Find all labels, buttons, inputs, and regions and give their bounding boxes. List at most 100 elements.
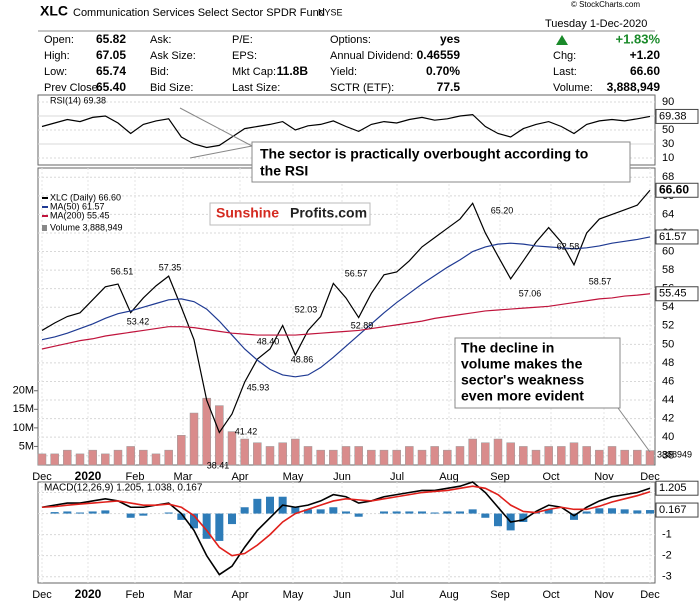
- quote-label: Open:: [44, 34, 74, 46]
- volume-bar: [506, 442, 515, 466]
- volume-bar: [519, 446, 528, 466]
- histogram-bar: [316, 509, 325, 514]
- histogram-bar: [405, 511, 414, 514]
- value-tag-label: 66.60: [659, 182, 689, 196]
- x-tick-label: Jul: [390, 471, 404, 483]
- y-tick-label: 44: [662, 394, 674, 406]
- volume-bar: [101, 453, 110, 466]
- quote-label: Options:: [330, 34, 371, 46]
- quote-value: yes: [440, 32, 460, 46]
- x-tick-label: Nov: [594, 471, 614, 483]
- y-tick-label: 38: [662, 450, 674, 462]
- volume-tick-label: 5M: [19, 440, 34, 452]
- volume-bar: [379, 449, 389, 466]
- x-tick-label: Oct: [542, 471, 559, 483]
- volume-bar: [215, 405, 224, 466]
- quote-label: EPS:: [232, 50, 257, 62]
- price-label: 48.86: [291, 354, 314, 364]
- value-tag-label: 1.205: [659, 482, 687, 494]
- volume-bar: [75, 453, 85, 466]
- volume-bar: [493, 438, 503, 466]
- callout-box: [251, 141, 631, 183]
- y-tick-label: 64: [662, 208, 674, 220]
- up-arrow: [556, 35, 568, 45]
- value-tag-label: 0.167: [659, 504, 687, 516]
- quote-label: Ask:: [150, 34, 171, 46]
- quote-label: High:: [44, 50, 70, 62]
- volume-bar: [468, 438, 477, 466]
- histogram-bar: [88, 511, 97, 514]
- histogram-bar: [63, 511, 72, 514]
- histogram-bar: [646, 510, 654, 514]
- quote-label: Last:: [553, 66, 577, 78]
- legend-entry: Volume 3,888,949: [50, 222, 123, 232]
- x-tick-label: May: [283, 589, 304, 601]
- volume-bar: [531, 449, 541, 466]
- quote-label: Chg:: [553, 50, 576, 62]
- price-label: 65.20: [491, 205, 514, 215]
- callout-line: [189, 145, 253, 159]
- change-pct: +1.83%: [616, 31, 661, 46]
- histogram-bar: [595, 508, 604, 514]
- x-tick-label: Mar: [174, 471, 193, 483]
- y-tick-label: 30: [662, 138, 674, 150]
- volume-bar: [481, 442, 490, 466]
- x-tick-label: Dec: [640, 589, 660, 601]
- legend-swatch: [42, 225, 47, 231]
- x-tick-label: Mar: [174, 589, 193, 601]
- volume-bar: [354, 446, 363, 466]
- series-line: [41, 236, 651, 378]
- histogram-bar: [633, 510, 642, 514]
- y-tick-label: 40: [662, 431, 674, 443]
- value-tag: [655, 502, 699, 518]
- price-label: 57.06: [519, 288, 542, 298]
- quote-label: P/E:: [232, 34, 253, 46]
- price-label: 52.89: [351, 320, 374, 330]
- volume-bar: [607, 446, 617, 466]
- volume-bar: [620, 449, 629, 466]
- series-line: [41, 481, 651, 576]
- x-tick-label: May: [283, 471, 304, 483]
- histogram-bar: [202, 513, 211, 539]
- y-tick-label: 48: [662, 357, 674, 369]
- histogram-bar: [177, 513, 186, 520]
- volume-bar: [367, 449, 376, 466]
- histogram-bar: [139, 513, 148, 516]
- volume-bar: [417, 449, 427, 466]
- quote-value: +1.20: [630, 48, 661, 62]
- quote-label: Mkt Cap:: [232, 66, 276, 78]
- quote-value: 77.5: [437, 80, 461, 94]
- volume-bar: [126, 446, 135, 466]
- price-label: 58.57: [589, 276, 612, 286]
- histogram-bar: [582, 511, 591, 514]
- quote-value: 65.40: [96, 80, 126, 94]
- quote-label: Volume:: [553, 82, 593, 94]
- x-tick-label: Dec: [32, 471, 52, 483]
- value-tag: [655, 229, 699, 245]
- y-tick-label: 46: [662, 375, 674, 387]
- y-tick-label: -3: [662, 571, 672, 583]
- value-tag: [655, 108, 699, 124]
- volume-bar: [341, 446, 351, 466]
- volume-bar: [392, 449, 401, 466]
- quote-value: 65.82: [96, 32, 126, 46]
- volume-current: 3888949: [657, 449, 692, 459]
- volume-bar: [37, 453, 47, 466]
- quote-label: SCTR (ETF):: [330, 82, 394, 94]
- x-tick-label: Jun: [333, 589, 351, 601]
- quote-value: 0.46559: [417, 48, 461, 62]
- quote-label: Prev Close:: [44, 82, 101, 94]
- price-label: 57.35: [159, 262, 182, 272]
- volume-tick-label: 20M: [13, 385, 34, 397]
- histogram-bar: [380, 511, 388, 514]
- x-tick-label: Aug: [439, 471, 459, 483]
- quote-value: 65.74: [96, 64, 126, 78]
- fund-name: Communication Services Select Sector SPD…: [73, 7, 325, 19]
- volume-bar: [582, 446, 591, 466]
- y-tick-label: 10: [662, 152, 674, 164]
- histogram-bar: [126, 513, 135, 518]
- volume-bar: [405, 446, 414, 466]
- series-line: [41, 113, 651, 149]
- x-tick-label: Jul: [390, 589, 404, 601]
- histogram-bar: [354, 513, 363, 517]
